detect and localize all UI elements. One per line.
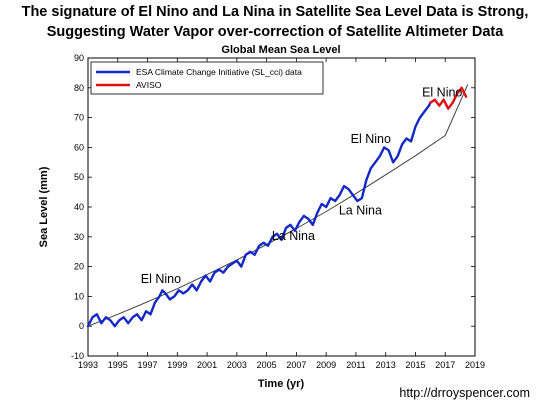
- annotation-label: El Nino: [141, 272, 181, 286]
- x-tick-label: 2011: [346, 360, 365, 370]
- y-axis: -10 0 10 20 30 40 50 60 70 80 90: [71, 53, 475, 361]
- x-tick-label: 2009: [316, 360, 336, 370]
- annotation-label: El Nino: [351, 132, 391, 146]
- x-axis-label: Time (yr): [258, 378, 305, 390]
- credit-url: http://drroyspencer.com: [399, 386, 530, 400]
- y-tick-label: 70: [74, 113, 84, 123]
- legend-box: [90, 61, 324, 95]
- x-tick-label: 2003: [227, 360, 247, 370]
- x-tick-label: 2001: [197, 360, 217, 370]
- legend-label-aviso: AVISO: [136, 80, 162, 90]
- esa-cci-series-line: [86, 101, 432, 328]
- y-tick-label: 40: [74, 202, 84, 212]
- x-tick-label: 2015: [405, 360, 425, 370]
- chart-title: Global Mean Sea Level: [221, 44, 340, 56]
- x-tick-label: 2019: [465, 360, 485, 370]
- data-series: [86, 84, 469, 328]
- aviso-series-line: [429, 86, 468, 110]
- annotation-label: El Nino: [422, 86, 462, 100]
- legend-label-esa: ESA Climate Change Initiative (SL_cci) d…: [136, 67, 302, 77]
- annotation-label: La Nina: [339, 203, 382, 217]
- headline-line-1: The signature of El Nino and La Nina in …: [22, 4, 529, 20]
- x-tick-label: 1999: [167, 360, 187, 370]
- annotation-label: La Nina: [272, 229, 315, 243]
- x-tick-label: 1995: [108, 360, 128, 370]
- y-tick-label: 20: [74, 262, 84, 272]
- y-tick-label: 0: [79, 321, 84, 331]
- y-tick-label: -10: [71, 351, 84, 361]
- y-tick-label: 50: [74, 172, 84, 182]
- x-tick-label: 1993: [78, 360, 98, 370]
- y-tick-label: 80: [74, 83, 84, 93]
- y-axis-label: Sea Level (mm): [38, 166, 50, 247]
- x-tick-label: 2005: [257, 360, 277, 370]
- annotations: El Nino La Nina La Nina El Nino El Nino: [141, 86, 463, 286]
- headline-line-2: Suggesting Water Vapor over-correction o…: [47, 24, 505, 40]
- x-tick-label: 2017: [435, 360, 455, 370]
- y-tick-label: 10: [74, 291, 84, 301]
- x-tick-label: 1997: [138, 360, 158, 370]
- y-tick-label: 60: [74, 142, 84, 152]
- x-axis: 1993 1995 1997 1999 2001 2003 2005 2007 2009 2011…: [78, 58, 485, 370]
- y-tick-label: 30: [74, 232, 84, 242]
- y-tick-label: 90: [74, 53, 84, 63]
- x-tick-label: 2013: [376, 360, 396, 370]
- x-tick-label: 2007: [286, 360, 306, 370]
- legend: ESA Climate Change Initiative (SL_cci) d…: [90, 61, 324, 95]
